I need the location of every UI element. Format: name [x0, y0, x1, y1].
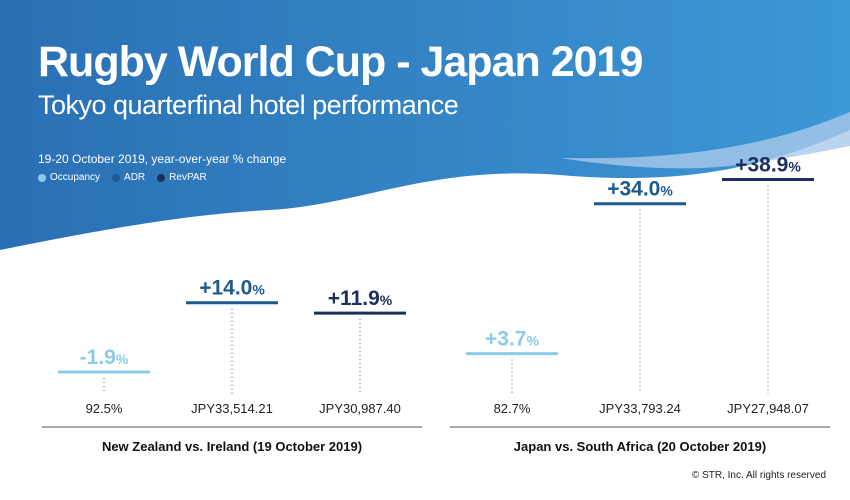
group-label: Japan vs. South Africa (20 October 2019) — [514, 439, 766, 454]
value-label: JPY33,514.21 — [191, 401, 273, 416]
change-label: +34.0% — [607, 178, 673, 201]
legend-label-adr: ADR — [124, 172, 146, 183]
change-label: -1.9% — [80, 346, 129, 369]
value-label: JPY30,987.40 — [319, 401, 401, 416]
legend-item-adr: ADR — [112, 172, 145, 183]
value-label: JPY27,948.07 — [727, 401, 809, 416]
change-label: +3.7% — [485, 328, 539, 351]
change-label: +14.0% — [199, 277, 265, 300]
legend-swatch-adr — [112, 173, 121, 182]
value-label: 82.7% — [494, 401, 531, 416]
change-label: +11.9% — [328, 287, 393, 310]
value-label: 92.5% — [86, 401, 123, 416]
page-title: Rugby World Cup - Japan 2019 — [38, 38, 643, 86]
legend-swatch-occupancy — [38, 173, 46, 182]
period-label: 19-20 October 2019, year-over-year % cha… — [38, 152, 287, 166]
change-label: +38.9% — [735, 153, 801, 176]
legend-label-revpar: RevPAR — [169, 172, 207, 183]
legend: Occupancy ADR RevPAR — [38, 172, 207, 183]
page-subtitle: Tokyo quarterfinal hotel performance — [38, 90, 459, 120]
group-label: New Zealand vs. Ireland (19 October 2019… — [102, 439, 362, 454]
legend-item-occupancy: Occupancy — [38, 172, 100, 183]
copyright: © STR, Inc. All rights reserved — [691, 470, 826, 481]
legend-label-occupancy: Occupancy — [50, 172, 101, 183]
value-label: JPY33,793.24 — [599, 401, 681, 416]
legend-item-revpar: RevPAR — [157, 172, 207, 183]
legend-swatch-revpar — [157, 173, 166, 182]
